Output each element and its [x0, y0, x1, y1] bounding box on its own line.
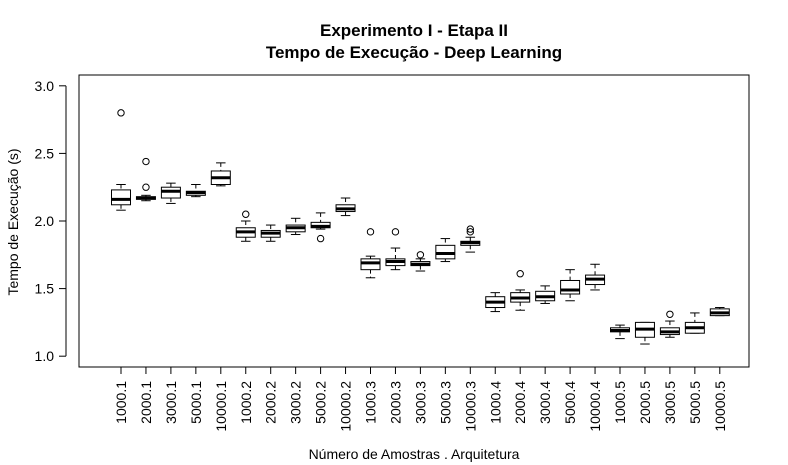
x-tick-label-8: 5000.2	[313, 381, 329, 424]
chart-subtitle: Tempo de Execução - Deep Learning	[266, 43, 562, 62]
box-0	[111, 109, 131, 211]
y-tick-label-0: 1.0	[35, 348, 55, 364]
x-tick-label-10: 1000.3	[363, 381, 379, 424]
box-1-outlier-1	[142, 157, 150, 166]
box-21	[634, 321, 655, 345]
box-18	[560, 269, 581, 302]
box-5	[235, 210, 256, 242]
x-tick-label-3: 5000.1	[188, 381, 204, 424]
box-12	[410, 251, 431, 272]
box-6	[260, 224, 281, 242]
box-17	[535, 285, 556, 304]
box-8-outlier-0	[316, 234, 325, 243]
box-1-outlier-0	[142, 183, 150, 191]
box-15	[485, 292, 506, 313]
box-19	[585, 263, 606, 291]
x-tick-label-7: 3000.2	[288, 381, 304, 424]
y-tick-label-3: 2.5	[35, 145, 55, 161]
x-tick-label-16: 2000.4	[512, 381, 528, 424]
x-axis: 1000.1 2000.1 3000.1 5000.1 10000.1 1000.2 200…	[113, 366, 728, 432]
x-tick-label-0: 1000.1	[113, 381, 129, 424]
x-tick-label-21: 2000.5	[637, 381, 653, 424]
x-tick-label-11: 2000.3	[387, 381, 403, 424]
box-12-outlier-0	[416, 251, 425, 259]
box-18-iqr	[560, 279, 581, 295]
x-axis-label: Número de Amostras . Arquitetura	[309, 446, 520, 462]
box-16-outlier-0	[516, 270, 524, 278]
box-14-outlier-0	[466, 228, 474, 236]
y-tick-label-2: 2.0	[35, 213, 55, 229]
x-tick-label-23: 5000.5	[687, 381, 703, 424]
x-tick-label-22: 3000.5	[662, 381, 678, 424]
box-22-outlier-0	[666, 310, 674, 318]
x-tick-label-1: 2000.1	[138, 381, 154, 424]
box-13	[435, 238, 456, 263]
y-axis: 1.0 1.5 2.0 2.5 3.0	[35, 78, 67, 364]
box-24	[709, 307, 730, 317]
x-tick-label-2: 3000.1	[163, 381, 179, 424]
x-tick-label-17: 3000.4	[537, 381, 553, 424]
box-16	[510, 270, 531, 311]
box-7	[285, 217, 306, 236]
y-tick-label-1: 1.5	[35, 281, 55, 297]
box-0-iqr	[111, 189, 131, 206]
x-tick-label-18: 5000.4	[562, 381, 578, 424]
box-23	[684, 312, 705, 334]
x-tick-label-9: 10000.2	[338, 381, 354, 432]
x-tick-label-12: 3000.3	[412, 381, 428, 424]
x-tick-label-19: 10000.4	[587, 381, 603, 432]
box-14-outlier-1	[466, 225, 474, 233]
box-2	[160, 182, 181, 204]
box-10	[360, 228, 381, 279]
box-0-outlier-0	[117, 109, 125, 117]
box-8	[310, 212, 331, 243]
box-9	[335, 197, 356, 217]
y-axis-label: Tempo de Execução (s)	[5, 148, 21, 295]
box-11	[385, 228, 406, 271]
boxes	[111, 109, 730, 345]
box-11-outlier-0	[391, 228, 400, 236]
box-1	[135, 157, 156, 202]
x-tick-label-5: 1000.2	[238, 381, 254, 424]
x-tick-label-6: 2000.2	[263, 381, 279, 424]
x-tick-label-4: 10000.1	[213, 381, 229, 432]
chart-title: Experimento I - Etapa II	[320, 21, 508, 40]
x-tick-label-13: 5000.3	[437, 381, 453, 424]
x-tick-label-15: 1000.4	[487, 381, 503, 424]
y-tick-label-4: 3.0	[35, 78, 55, 94]
box-5-outlier-0	[242, 210, 250, 218]
x-tick-label-24: 10000.5	[712, 381, 728, 432]
box-20	[610, 324, 630, 340]
box-10-outlier-0	[366, 228, 375, 236]
box-22	[659, 310, 680, 338]
x-tick-label-14: 10000.3	[462, 381, 478, 432]
box-4	[210, 162, 231, 187]
box-14	[460, 225, 481, 253]
box-3	[185, 184, 206, 198]
x-tick-label-20: 1000.5	[612, 381, 628, 424]
